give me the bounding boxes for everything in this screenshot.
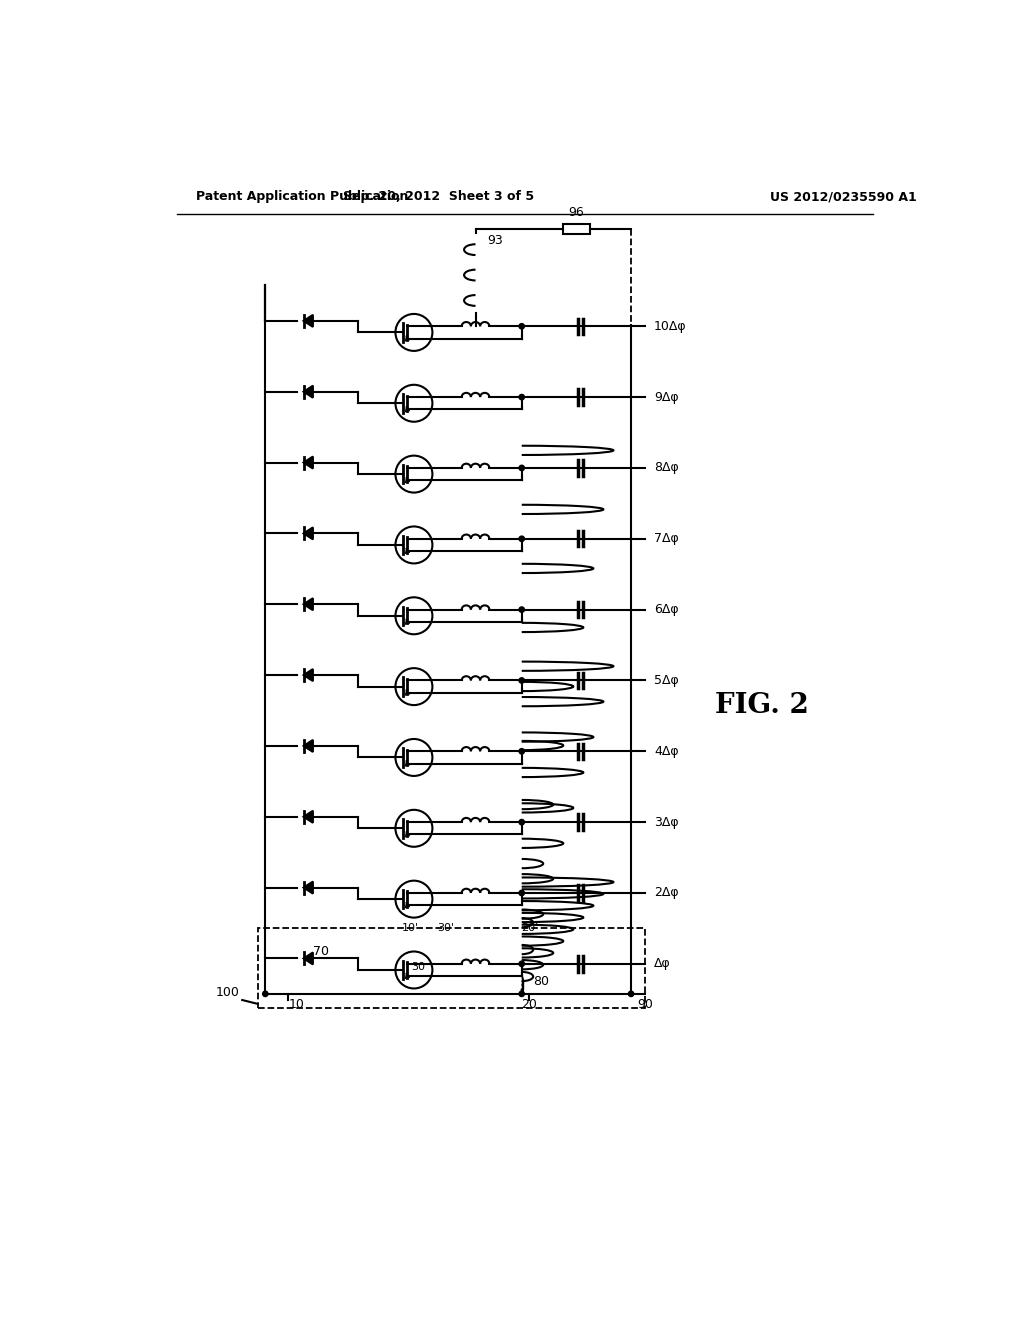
Circle shape — [519, 748, 524, 754]
Text: 10Δφ: 10Δφ — [654, 319, 687, 333]
Circle shape — [519, 677, 524, 684]
Text: 20': 20' — [521, 924, 538, 933]
Text: 90: 90 — [637, 998, 653, 1011]
Text: 4Δφ: 4Δφ — [654, 744, 679, 758]
Circle shape — [262, 991, 268, 997]
Polygon shape — [304, 882, 313, 894]
Text: 6Δφ: 6Δφ — [654, 603, 679, 616]
Polygon shape — [304, 953, 313, 965]
Text: 10: 10 — [288, 998, 304, 1011]
Polygon shape — [304, 598, 313, 610]
Text: FIG. 2: FIG. 2 — [715, 692, 809, 718]
Polygon shape — [304, 385, 313, 397]
Bar — [562, 224, 590, 234]
Text: 30': 30' — [437, 924, 455, 933]
Text: 20: 20 — [521, 998, 538, 1011]
Polygon shape — [304, 315, 313, 327]
Text: Sep. 20, 2012  Sheet 3 of 5: Sep. 20, 2012 Sheet 3 of 5 — [343, 190, 535, 203]
Polygon shape — [304, 457, 313, 469]
Circle shape — [519, 890, 524, 896]
Text: 30: 30 — [411, 962, 425, 972]
Text: 9Δφ: 9Δφ — [654, 391, 679, 404]
Polygon shape — [304, 810, 313, 822]
Text: 10': 10' — [401, 924, 419, 933]
Circle shape — [629, 991, 634, 997]
Text: Patent Application Publication: Patent Application Publication — [196, 190, 409, 203]
Text: 7Δφ: 7Δφ — [654, 532, 679, 545]
Text: 100: 100 — [215, 986, 240, 999]
Circle shape — [519, 607, 524, 612]
Text: 3Δφ: 3Δφ — [654, 816, 679, 829]
Text: 2Δφ: 2Δφ — [654, 887, 679, 899]
Text: 80: 80 — [534, 975, 549, 987]
Circle shape — [519, 465, 524, 471]
Text: 96: 96 — [568, 206, 585, 219]
Text: 8Δφ: 8Δφ — [654, 462, 679, 474]
Polygon shape — [304, 741, 313, 752]
Bar — [258, 928, 645, 1007]
Circle shape — [519, 395, 524, 400]
Text: 5Δφ: 5Δφ — [654, 675, 679, 686]
Text: 93: 93 — [487, 234, 503, 247]
Polygon shape — [304, 528, 313, 540]
Circle shape — [519, 536, 524, 541]
Circle shape — [519, 991, 524, 997]
Circle shape — [519, 961, 524, 966]
Text: Δφ: Δφ — [654, 957, 671, 970]
Polygon shape — [304, 669, 313, 681]
Text: US 2012/0235590 A1: US 2012/0235590 A1 — [770, 190, 916, 203]
Circle shape — [519, 820, 524, 825]
Circle shape — [519, 323, 524, 329]
Text: 70: 70 — [313, 945, 329, 957]
